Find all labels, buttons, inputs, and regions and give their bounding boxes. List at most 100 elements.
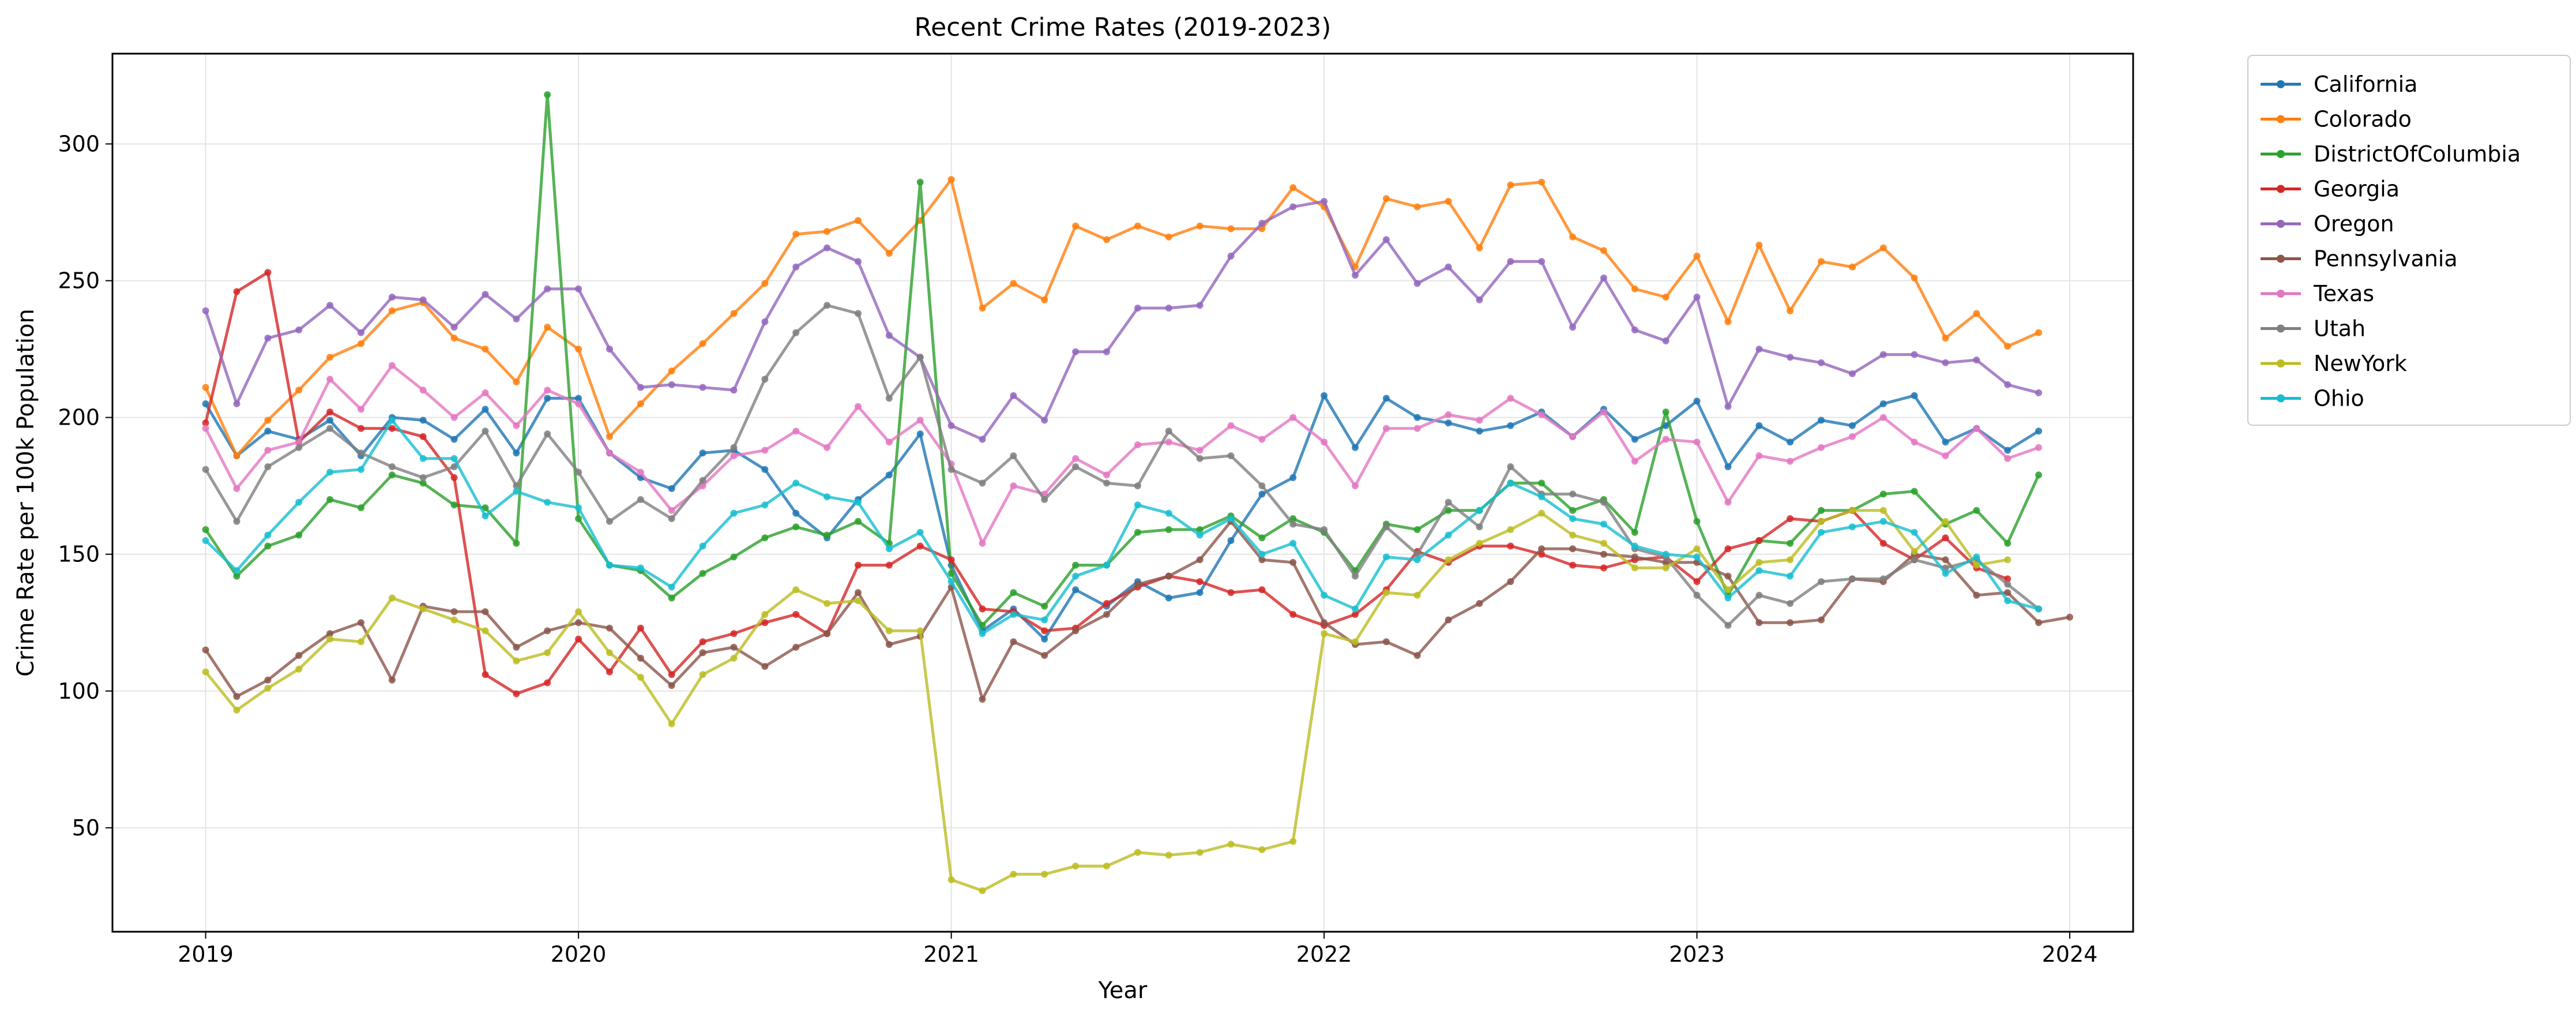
data-point <box>1321 526 1328 533</box>
data-point <box>202 384 209 391</box>
data-point <box>979 696 986 703</box>
data-point <box>699 340 706 347</box>
data-point <box>1041 652 1048 659</box>
data-point <box>1724 498 1732 506</box>
data-point <box>513 422 520 429</box>
data-point <box>1973 553 1980 561</box>
data-point <box>792 509 800 517</box>
data-point <box>1413 203 1421 211</box>
data-point <box>358 466 364 473</box>
data-point <box>233 485 240 492</box>
data-point <box>1693 545 1701 553</box>
data-point <box>1010 871 1017 878</box>
data-point <box>1103 471 1110 479</box>
data-point <box>1662 436 1669 443</box>
data-point <box>1569 515 1577 522</box>
data-point <box>482 608 489 616</box>
data-point <box>450 463 458 470</box>
data-point <box>1072 862 1080 870</box>
data-point <box>1755 241 1763 249</box>
data-point <box>2035 619 2043 627</box>
data-point <box>513 315 520 322</box>
data-point <box>326 630 334 638</box>
data-point <box>699 638 706 646</box>
data-point <box>761 619 769 627</box>
data-point <box>668 594 675 602</box>
data-point <box>792 263 800 271</box>
plot-frame <box>111 52 2134 933</box>
series-line <box>204 200 2039 441</box>
data-point <box>1289 838 1297 845</box>
data-point <box>1942 534 1949 542</box>
legend-marker <box>2277 290 2285 298</box>
data-point <box>1600 550 1607 558</box>
data-point <box>855 217 862 224</box>
data-point <box>450 414 458 421</box>
data-point <box>730 387 738 394</box>
data-point <box>606 518 613 525</box>
y-tick-label: 150 <box>58 542 100 567</box>
y-axis-label: Crime Rate per 100k Population <box>13 309 39 677</box>
data-point <box>1631 436 1638 443</box>
legend-label: California <box>2314 72 2417 97</box>
data-point <box>855 518 862 525</box>
data-point <box>1942 335 1949 342</box>
data-point <box>1973 310 1980 317</box>
data-point <box>233 693 240 700</box>
data-point <box>1755 567 1763 575</box>
grid-lines <box>112 54 2133 932</box>
x-axis: 2019 2020 2021 2022 2023 2024 <box>178 932 2097 967</box>
data-point <box>1413 591 1421 599</box>
data-point <box>1041 635 1048 643</box>
data-point <box>1569 490 1577 498</box>
data-point <box>358 329 364 336</box>
data-point <box>1662 550 1669 558</box>
data-point <box>1818 444 1825 451</box>
data-point <box>1321 392 1328 399</box>
data-point <box>1942 438 1949 446</box>
data-point <box>2035 329 2043 336</box>
data-point <box>761 611 769 618</box>
data-point <box>1818 258 1825 265</box>
data-point <box>482 346 489 353</box>
data-point <box>761 663 769 670</box>
data-point <box>1072 455 1080 462</box>
data-point <box>513 449 520 457</box>
legend-marker <box>2277 324 2285 333</box>
data-point <box>637 564 644 572</box>
data-point <box>1724 545 1732 553</box>
data-point <box>450 335 458 342</box>
data-point <box>1382 553 1390 561</box>
series-districtofcolumbia <box>202 91 2043 629</box>
data-point <box>388 471 396 479</box>
data-point <box>885 627 893 635</box>
data-point <box>1413 414 1421 421</box>
data-point <box>1289 414 1297 421</box>
y-tick-label: 100 <box>58 678 100 704</box>
data-point <box>1072 586 1080 594</box>
data-point <box>419 455 427 462</box>
data-point <box>2066 613 2074 621</box>
data-point <box>947 578 955 586</box>
data-point <box>1289 558 1297 566</box>
series-lines <box>202 91 2074 894</box>
data-point <box>575 635 582 643</box>
series-texas <box>202 362 2043 547</box>
data-point <box>2004 597 2011 605</box>
data-point <box>419 433 427 440</box>
data-point <box>1258 846 1266 853</box>
data-point <box>1382 638 1390 646</box>
data-point <box>1165 852 1172 859</box>
data-point <box>326 468 334 476</box>
data-point <box>450 324 458 331</box>
data-point <box>1693 294 1701 301</box>
data-point <box>1818 616 1825 624</box>
data-point <box>1134 222 1141 230</box>
y-tick-label: 200 <box>58 405 100 430</box>
data-point <box>450 608 458 616</box>
data-point <box>1507 526 1514 533</box>
data-point <box>1413 652 1421 659</box>
data-point <box>1724 403 1732 410</box>
data-point <box>1072 222 1080 230</box>
data-point <box>1849 575 1856 583</box>
